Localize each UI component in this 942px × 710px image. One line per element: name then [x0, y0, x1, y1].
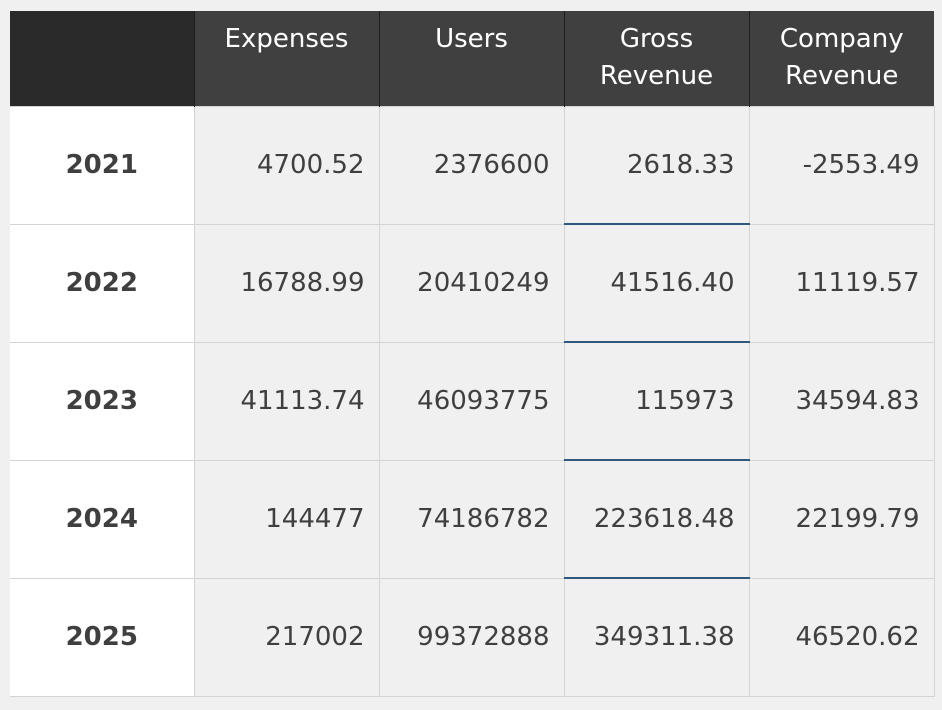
header-expenses: Expenses	[193, 11, 379, 106]
row-header-2022: 2022	[10, 223, 195, 343]
data-table: Expenses Users Gross Revenue Company Rev…	[10, 11, 935, 697]
header-gross-revenue: Gross Revenue	[563, 11, 749, 106]
table-row: 2023 41113.74 46093775 115973 34594.83	[10, 341, 935, 461]
corner-header-cell	[10, 11, 194, 106]
cell-gross-revenue: 41516.40	[563, 223, 750, 343]
cell-users: 46093775	[378, 341, 565, 461]
cell-company-revenue: 11119.57	[748, 223, 935, 343]
cell-users: 2376600	[378, 105, 565, 225]
cell-gross-revenue: 349311.38	[563, 577, 750, 697]
row-header-2021: 2021	[10, 105, 195, 225]
cell-gross-revenue: 2618.33	[563, 105, 750, 225]
cell-users: 99372888	[378, 577, 565, 697]
row-header-2024: 2024	[10, 459, 195, 579]
cell-expenses: 144477	[193, 459, 380, 579]
row-header-2025: 2025	[10, 577, 195, 697]
cell-expenses: 4700.52	[193, 105, 380, 225]
header-company-revenue: Company Revenue	[748, 11, 934, 106]
cell-company-revenue: 34594.83	[748, 341, 935, 461]
header-users: Users	[378, 11, 564, 106]
cell-expenses: 217002	[193, 577, 380, 697]
cell-company-revenue: -2553.49	[748, 105, 935, 225]
table-row: 2025 217002 99372888 349311.38 46520.62	[10, 577, 935, 697]
cell-users: 20410249	[378, 223, 565, 343]
cell-expenses: 16788.99	[193, 223, 380, 343]
table-row: 2022 16788.99 20410249 41516.40 11119.57	[10, 223, 935, 343]
data-table-container: Expenses Users Gross Revenue Company Rev…	[10, 11, 935, 697]
table-row: 2021 4700.52 2376600 2618.33 -2553.49	[10, 105, 935, 225]
cell-company-revenue: 46520.62	[748, 577, 935, 697]
row-header-2023: 2023	[10, 341, 195, 461]
cell-gross-revenue: 115973	[563, 341, 750, 461]
cell-company-revenue: 22199.79	[748, 459, 935, 579]
cell-users: 74186782	[378, 459, 565, 579]
cell-expenses: 41113.74	[193, 341, 380, 461]
cell-gross-revenue: 223618.48	[563, 459, 750, 579]
header-row: Expenses Users Gross Revenue Company Rev…	[10, 11, 934, 106]
table-row: 2024 144477 74186782 223618.48 22199.79	[10, 459, 935, 579]
